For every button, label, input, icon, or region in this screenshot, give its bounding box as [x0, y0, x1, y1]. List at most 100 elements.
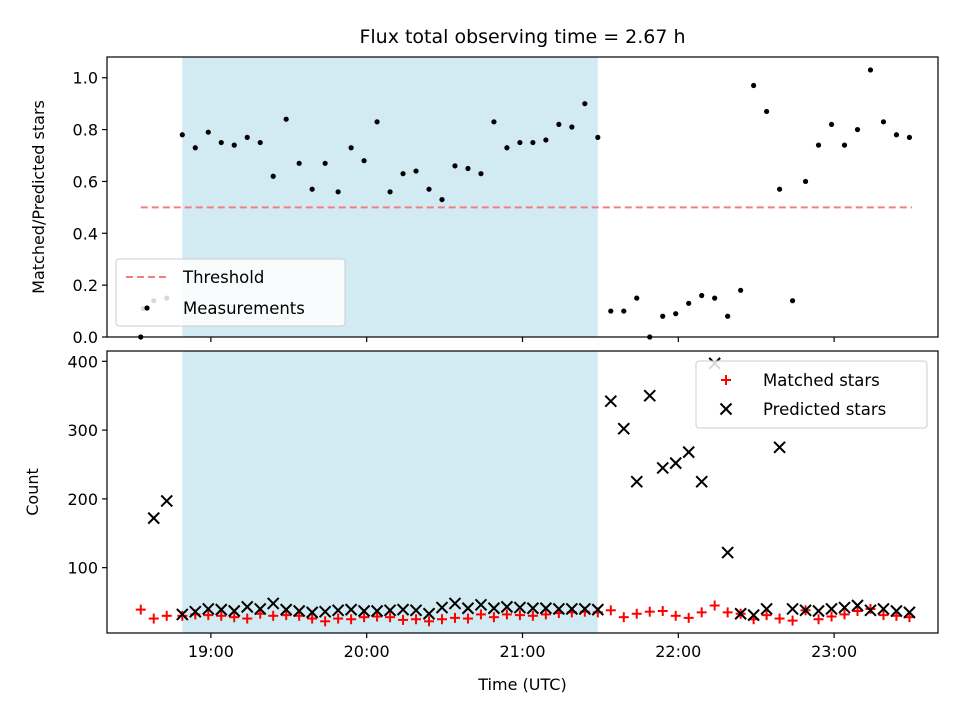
y-tick-label: 0.8: [73, 121, 98, 140]
y-tick-label: 0.2: [73, 276, 98, 295]
y-tick-label: 300: [67, 421, 98, 440]
measurement-point: [426, 186, 432, 192]
predicted-star-point: [721, 546, 734, 559]
measurement-point: [465, 165, 471, 172]
measurement-point: [192, 145, 198, 151]
measurement-point: [660, 313, 666, 319]
matched-star-point: [475, 609, 486, 620]
matched-star-point: [540, 609, 551, 620]
matched-star-point: [216, 610, 227, 621]
measurement-point: [413, 168, 419, 174]
predicted-star-point: [539, 602, 553, 615]
matched-star-point: [891, 610, 902, 621]
predicted-star-point: [461, 602, 475, 615]
measurement-point: [906, 134, 913, 140]
measurement-point: [387, 189, 393, 195]
measurement-point: [738, 287, 744, 293]
measurement-point: [530, 139, 536, 146]
bottom-legend: Matched stars Predicted stars: [695, 360, 928, 429]
top-legend-box: [115, 258, 346, 327]
matched-star-point: [242, 613, 253, 624]
top-y-axis-label: Matched/Predicted stars: [29, 100, 48, 294]
predicted-star-point: [266, 597, 280, 610]
measurement-point: [893, 132, 900, 138]
predicted-star-point: [890, 604, 903, 618]
predicted-star-point: [604, 395, 618, 408]
measurement-point: [439, 196, 445, 203]
predicted-star-point: [147, 511, 160, 525]
matched-star-point: [449, 612, 460, 623]
matched-star-point: [878, 610, 889, 621]
measurement-point: [205, 129, 211, 135]
matched-star-point: [813, 614, 824, 625]
matched-star-point: [696, 607, 707, 618]
measurement-point: [504, 145, 510, 151]
bottom-legend-box: [695, 360, 928, 429]
y-tick-label: 100: [67, 559, 98, 578]
y-tick-label: 0.6: [73, 172, 98, 191]
predicted-star-point: [228, 604, 241, 618]
matched-star-point: [359, 612, 370, 623]
predicted-star-point: [747, 608, 760, 622]
bottom-x-ticks: 19:00 20:00 21:00 22:00 23:00: [188, 633, 857, 661]
measurement-point: [374, 119, 380, 125]
matched-star-point: [281, 610, 292, 621]
y-tick-label: 0.0: [73, 328, 98, 347]
predicted-star-point: [254, 602, 267, 616]
measurement-point: [686, 300, 692, 306]
measurement-point: [335, 189, 341, 195]
measurement-points: [138, 67, 913, 340]
predicted-star-point: [851, 599, 864, 612]
measurement-point: [348, 145, 354, 151]
top-legend: Threshold Measurements: [115, 258, 346, 327]
measurement-point: [699, 292, 705, 299]
matched-star-point: [618, 612, 629, 623]
matched-star-point: [514, 610, 525, 621]
matched-star-point: [839, 609, 850, 620]
measurement-point: [867, 67, 874, 73]
measurement-point: [854, 126, 861, 133]
matched-star-point: [333, 613, 344, 624]
measurement-point: [802, 178, 809, 185]
matched-star-point: [605, 605, 616, 616]
matched-star-point: [670, 610, 681, 621]
measurement-point: [764, 108, 770, 115]
measurement-point: [283, 116, 289, 122]
measurement-point: [751, 82, 757, 89]
predicted-star-point: [643, 389, 656, 402]
matched-star-point: [852, 605, 863, 616]
predicted-star-point: [396, 603, 410, 616]
predicted-star-point: [760, 602, 773, 616]
matched-star-point: [229, 612, 240, 623]
predicted-star-point: [370, 604, 384, 618]
predicted-star-point: [734, 607, 747, 620]
bottom-y-ticks: 100 200 300 400: [67, 352, 107, 578]
predicted-star-point: [903, 606, 916, 619]
matched-star-point: [203, 610, 214, 621]
legend-matched-label: Matched stars: [763, 371, 880, 390]
matched-star-point: [644, 606, 655, 617]
top-panel: 0.0 0.2 0.4 0.6 0.8 1.0 Flux total observing …: [29, 26, 939, 347]
matched-star-point: [161, 610, 172, 621]
predicted-star-point: [877, 602, 890, 616]
bottom-panel: 19:00 20:00 21:00 22:00 23:00 100 200 300 400 T…: [23, 350, 939, 694]
measurement-point: [517, 139, 523, 146]
predicted-star-point: [474, 598, 488, 612]
measurement-point: [595, 134, 601, 140]
legend-measurements-swatch: [144, 305, 150, 311]
y-tick-label: 1.0: [73, 69, 98, 88]
matched-star-point: [904, 612, 915, 623]
shaded-region: [182, 351, 598, 633]
measurement-point: [179, 132, 185, 138]
predicted-star-point: [487, 602, 501, 615]
predicted-star-point: [409, 604, 423, 617]
measurement-point: [491, 119, 497, 125]
matched-star-point: [385, 612, 396, 623]
predicted-star-point: [357, 604, 371, 618]
measurement-point: [452, 163, 458, 169]
measurement-point: [322, 160, 328, 166]
matched-star-point: [709, 600, 720, 611]
predicted-star-point: [305, 606, 319, 619]
matched-star-point: [268, 610, 279, 621]
